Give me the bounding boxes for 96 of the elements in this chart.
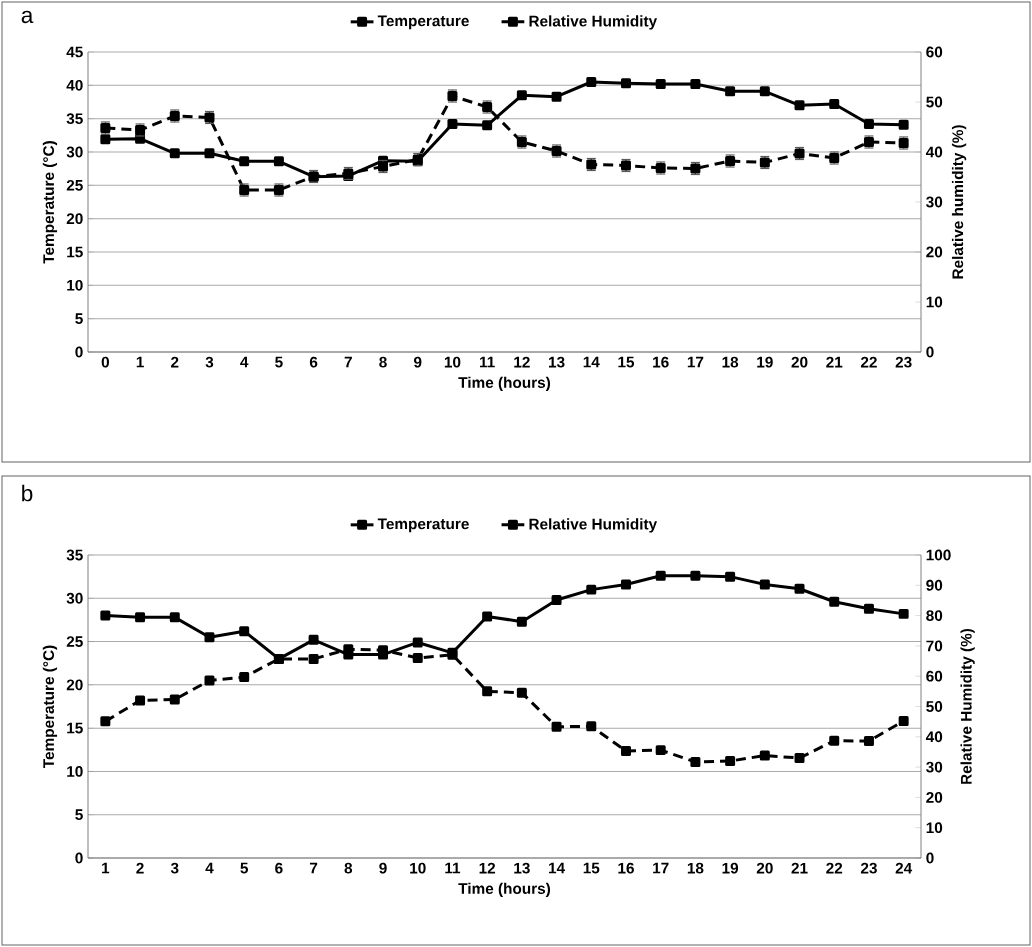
y2-tick-label: 20 <box>926 246 943 258</box>
y2-tick-label: 60 <box>926 670 943 682</box>
x-tick-label: 5 <box>275 356 283 368</box>
x-tick-label: 2 <box>171 356 179 368</box>
y2-tick-label: 80 <box>926 610 943 622</box>
x-tick-label: 21 <box>826 356 843 368</box>
x-tick-label: 13 <box>514 862 530 874</box>
y2-tick-label: 40 <box>925 146 943 158</box>
y2-tick-label: 0 <box>926 852 934 864</box>
x-tick-label: 21 <box>791 862 808 874</box>
x-tick-label: 15 <box>618 356 635 368</box>
x-tick-label: 0 <box>101 356 109 368</box>
x-tick-label: 11 <box>480 356 495 368</box>
x-tick-label: 18 <box>722 356 739 368</box>
x-tick-label: 6 <box>309 356 318 368</box>
y-tick-label: 15 <box>67 722 83 734</box>
y2-tick-label: 50 <box>926 96 943 108</box>
x-tick-label: 8 <box>379 356 387 368</box>
x-tick-label: 14 <box>549 862 566 874</box>
y-tick-label: 0 <box>75 346 83 358</box>
y2-tick-label: 30 <box>926 196 943 208</box>
y2-tick-label: 100 <box>926 549 951 561</box>
y2-tick-label: 10 <box>926 296 943 308</box>
y-tick-label: 30 <box>66 592 83 604</box>
x-tick-label: 10 <box>444 356 461 368</box>
x-tick-label: 22 <box>826 862 843 874</box>
y-tick-label: 35 <box>66 549 83 561</box>
x-tick-label: 4 <box>205 862 214 874</box>
y2-tick-label: 60 <box>926 46 943 58</box>
x-tick-label: 4 <box>240 356 249 368</box>
x-tick-label: 23 <box>860 862 877 874</box>
x-tick-label: 15 <box>583 862 600 874</box>
x-tick-label: 7 <box>344 356 352 368</box>
y-tick-label: 10 <box>67 279 83 291</box>
x-tick-label: 1 <box>102 862 110 874</box>
x-tick-label: 19 <box>722 862 739 874</box>
y2-tick-label: 50 <box>926 701 943 712</box>
text: a <box>21 10 34 24</box>
legend-label: Temperature <box>377 15 469 30</box>
y-tick-label: 25 <box>66 636 83 647</box>
x-tick-label: 9 <box>379 862 387 874</box>
y-tick-label: 25 <box>66 179 83 191</box>
x-tick-label: 3 <box>205 356 214 368</box>
y-tick-label: 45 <box>66 46 83 58</box>
x-tick-label: 20 <box>791 356 808 368</box>
x-tick-label: 3 <box>170 862 179 874</box>
y2-axis-title: Relative humidity (%) <box>951 125 967 279</box>
x-tick-label: 8 <box>344 862 353 874</box>
x-tick-label: 20 <box>756 862 773 874</box>
x-tick-label: 22 <box>860 356 877 368</box>
x-tick-label: 12 <box>479 862 496 874</box>
y-tick-label: 20 <box>66 213 83 225</box>
y-axis-title: Temperature (°C) <box>42 645 58 769</box>
y-tick-label: 40 <box>66 79 83 91</box>
y-tick-label: 5 <box>75 809 83 821</box>
y2-tick-label: 40 <box>925 731 943 743</box>
x-tick-label: 2 <box>136 862 144 874</box>
x-tick-label: 11 <box>445 862 461 874</box>
x-tick-label: 14 <box>583 356 600 368</box>
y2-tick-label: 10 <box>926 822 943 834</box>
y-tick-label: 30 <box>66 146 83 158</box>
y-tick-label: 10 <box>67 766 83 777</box>
x-tick-label: 16 <box>653 356 669 368</box>
x-tick-label: 23 <box>895 356 912 368</box>
x-axis-title: Time (hours) <box>458 882 551 898</box>
y-tick-label: 35 <box>66 113 83 125</box>
x-tick-label: 24 <box>895 862 913 874</box>
x-tick-label: 13 <box>549 356 565 368</box>
y2-tick-label: 0 <box>926 346 934 358</box>
y2-axis-title: Relative Humidity (%) <box>960 628 975 784</box>
x-axis-title: Time (hours) <box>458 376 551 392</box>
x-tick-label: 17 <box>653 862 669 874</box>
y2-tick-label: 20 <box>926 791 943 803</box>
x-tick-label: 1 <box>136 356 144 368</box>
y-tick-label: 5 <box>75 313 83 325</box>
y-tick-label: 0 <box>75 852 83 864</box>
text: b <box>22 484 33 502</box>
y2-tick-label: 90 <box>926 579 943 591</box>
legend-label: Relative Humidity <box>529 15 658 30</box>
y-axis-title: Temperature (°C) <box>42 141 58 264</box>
legend-label: Relative Humidity <box>529 518 658 533</box>
x-tick-label: 5 <box>240 862 249 874</box>
x-tick-label: 6 <box>275 862 283 874</box>
x-tick-label: 7 <box>309 862 318 874</box>
x-tick-label: 17 <box>687 356 704 368</box>
x-tick-label: 19 <box>757 356 773 368</box>
x-tick-label: 16 <box>618 862 634 874</box>
x-tick-label: 9 <box>413 356 422 368</box>
y-tick-label: 15 <box>67 246 83 258</box>
y-tick-label: 20 <box>66 679 83 691</box>
y2-tick-label: 70 <box>926 640 943 652</box>
x-tick-label: 10 <box>410 862 426 874</box>
y2-tick-label: 30 <box>926 761 943 773</box>
x-tick-label: 12 <box>514 356 530 368</box>
legend-label: Temperature <box>377 518 469 533</box>
x-tick-label: 18 <box>687 862 704 874</box>
